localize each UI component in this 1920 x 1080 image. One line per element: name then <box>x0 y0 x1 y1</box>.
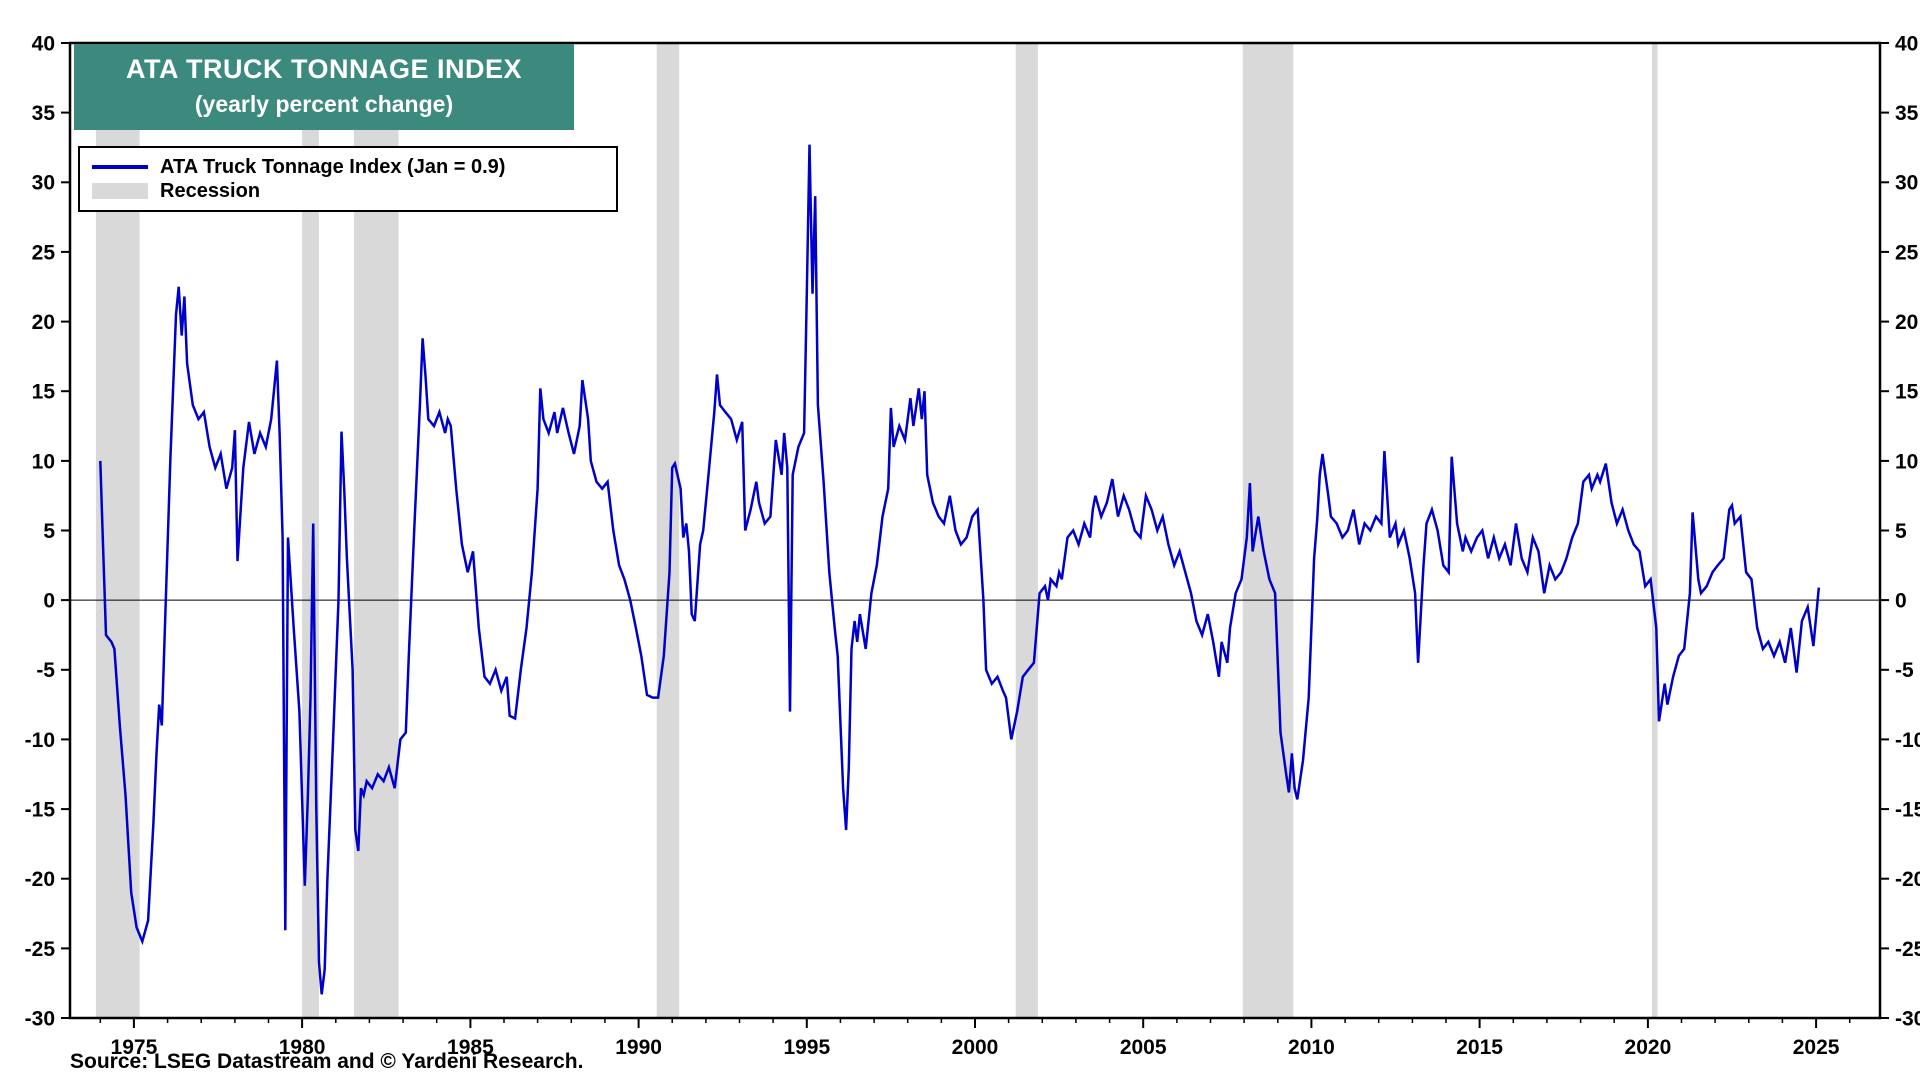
chart-title: ATA TRUCK TONNAGE INDEX <box>126 54 522 84</box>
recession-band <box>1651 43 1658 1018</box>
x-tick-label: 2025 <box>1793 1036 1840 1059</box>
y-tick-label-right: -5 <box>1895 659 1914 682</box>
legend-item-recession: Recession <box>92 179 604 203</box>
x-tick-label: 1985 <box>447 1036 494 1059</box>
x-tick-label: 1975 <box>111 1036 158 1059</box>
y-tick-label-left: 10 <box>32 450 55 473</box>
y-tick-label-left: 30 <box>32 172 55 195</box>
x-tick-label: 1990 <box>615 1036 662 1059</box>
y-tick-label-right: -25 <box>1895 938 1920 961</box>
y-tick-label-right: 30 <box>1895 172 1918 195</box>
line-swatch-icon <box>92 165 148 169</box>
y-tick-label-right: 40 <box>1895 32 1918 55</box>
y-tick-label-right: 10 <box>1895 450 1918 473</box>
x-tick-label: 1995 <box>783 1036 830 1059</box>
y-tick-label-left: 15 <box>32 381 56 404</box>
y-tick-label-right: 35 <box>1895 102 1919 125</box>
y-tick-label-left: 5 <box>43 520 55 543</box>
y-tick-label-left: 20 <box>32 311 55 334</box>
y-tick-label-left: 40 <box>32 32 55 55</box>
y-tick-label-right: 0 <box>1895 589 1907 612</box>
x-tick-label: 2020 <box>1625 1036 1672 1059</box>
recession-band <box>1015 43 1038 1018</box>
y-tick-label-right: -20 <box>1895 868 1920 891</box>
x-tick-label: 1980 <box>279 1036 326 1059</box>
y-tick-label-right: 25 <box>1895 241 1919 264</box>
y-tick-label-right: 15 <box>1895 381 1919 404</box>
legend-recession-label: Recession <box>160 180 261 202</box>
y-tick-label-left: -15 <box>25 798 56 821</box>
x-tick-label: 2000 <box>952 1036 999 1059</box>
y-tick-label-left: -20 <box>25 868 55 891</box>
recession-band <box>1242 43 1294 1018</box>
legend: ATA Truck Tonnage Index (Jan = 0.9) Rece… <box>78 146 618 212</box>
legend-series-label: ATA Truck Tonnage Index (Jan = 0.9) <box>160 156 506 178</box>
y-tick-label-right: 5 <box>1895 520 1907 543</box>
y-tick-label-left: -10 <box>25 729 55 752</box>
tonnage-line <box>99 144 1821 995</box>
y-tick-label-right: -15 <box>1895 798 1920 821</box>
legend-item-series: ATA Truck Tonnage Index (Jan = 0.9) <box>92 155 604 179</box>
y-tick-label-left: -5 <box>36 659 55 682</box>
recession-swatch-icon <box>92 183 148 199</box>
y-tick-label-left: -30 <box>25 1007 55 1030</box>
y-tick-label-right: -10 <box>1895 729 1920 752</box>
title-box: ATA TRUCK TONNAGE INDEX (yearly percent … <box>74 44 574 130</box>
chart-subtitle: (yearly percent change) <box>194 91 454 117</box>
y-tick-label-right: 20 <box>1895 311 1918 334</box>
x-tick-label: 2005 <box>1120 1036 1167 1059</box>
y-tick-label-left: -25 <box>25 938 56 961</box>
x-tick-label: 2015 <box>1456 1036 1503 1059</box>
y-tick-label-right: -30 <box>1895 1007 1920 1030</box>
y-tick-label-left: 0 <box>43 589 55 612</box>
source-note: Source: LSEG Datastream and © Yardeni Re… <box>70 1050 584 1073</box>
y-tick-label-left: 35 <box>32 102 56 125</box>
y-tick-label-left: 25 <box>32 241 56 264</box>
x-tick-label: 2010 <box>1288 1036 1335 1059</box>
recession-band <box>656 43 680 1018</box>
